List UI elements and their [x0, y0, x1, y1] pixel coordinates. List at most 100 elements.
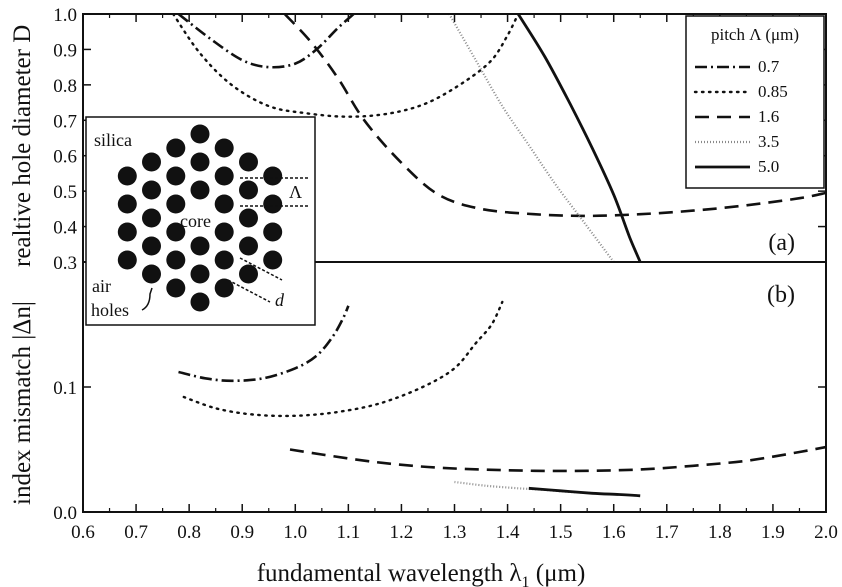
legend-label-1-6: 1.6: [758, 107, 779, 126]
legend-box: [685, 15, 825, 189]
panel-a-curve-pitch-3-5: [448, 14, 615, 262]
air-hole: [190, 180, 210, 200]
air-hole: [166, 222, 186, 242]
panel-a-curves: [172, 14, 826, 262]
panel-b-curve-pitch-5-0: [528, 486, 641, 498]
x-tick-label: 1.4: [496, 522, 520, 543]
y-tick-label-a: 0.4: [53, 218, 77, 239]
x-tick-label: 1.7: [655, 522, 679, 543]
legend: pitch Λ (μm) 0.7 0.85 1.6 3.5 5.0: [685, 15, 825, 189]
legend-label-5-0: 5.0: [758, 157, 779, 176]
air-holes-lattice: [117, 124, 283, 312]
air-hole: [239, 236, 258, 256]
legend-label-3-5: 3.5: [758, 132, 779, 151]
panel-b-curves: [178, 300, 826, 498]
air-hole: [142, 264, 161, 284]
inset-label-holes: holes: [91, 300, 129, 320]
panel-a-curve-pitch-5-0: [517, 14, 642, 262]
x-tick-label: 0.9: [230, 522, 254, 543]
panel-a-curve-pitch-1-6: [283, 14, 826, 218]
air-hole: [214, 250, 234, 270]
y-tick-label-a: 0.5: [53, 182, 77, 203]
x-tick-label: 1.5: [549, 522, 573, 543]
air-hole: [117, 166, 137, 186]
inset-label-core: core: [180, 211, 211, 231]
air-hole: [166, 166, 186, 186]
air-hole: [142, 236, 161, 256]
inset-box: [85, 116, 316, 326]
y-tick-label-b: 0.1: [53, 378, 77, 399]
y-tick-label-b: 0.0: [53, 503, 77, 524]
panel-b-curve-pitch-1-6: [289, 445, 826, 473]
air-hole: [214, 222, 234, 242]
air-hole: [214, 278, 234, 298]
panel-b-curve-pitch-0-85: [182, 300, 504, 418]
legend-label-0-85: 0.85: [758, 82, 788, 101]
air-hole: [166, 138, 186, 158]
inset-label-pitch: Λ: [289, 182, 302, 202]
air-hole: [117, 250, 137, 270]
x-tick-label: 1.6: [602, 522, 626, 543]
legend-title: pitch Λ (μm): [711, 25, 799, 44]
x-tick-label: 0.7: [124, 522, 148, 543]
air-hole: [142, 180, 161, 200]
air-holes-pointer: [141, 287, 153, 311]
air-hole: [166, 278, 186, 298]
x-tick-label: 2.0: [814, 522, 838, 543]
x-axis-title-subscript: 1: [522, 574, 530, 587]
y-axis-title-b: index mismatch |Δn|: [9, 301, 36, 505]
air-hole: [239, 152, 258, 172]
diameter-marker-line-lower: [227, 279, 271, 303]
y-tick-label-a: 0.8: [53, 76, 77, 97]
x-tick-label: 1.9: [761, 522, 785, 543]
y-axis-title-a: realtive hole diameter D: [9, 25, 36, 267]
air-hole: [117, 222, 137, 242]
legend-items: 0.7 0.85 1.6 3.5 5.0: [693, 57, 788, 176]
x-tick-label: 1.1: [336, 522, 360, 543]
air-hole: [142, 208, 161, 228]
air-hole: [117, 194, 137, 214]
air-hole: [190, 152, 210, 172]
air-hole: [263, 222, 283, 242]
air-hole: [263, 194, 283, 214]
x-axis-title-unit: (μm): [530, 560, 586, 587]
legend-label-0-7: 0.7: [758, 57, 780, 76]
air-hole: [166, 194, 186, 214]
air-hole: [166, 250, 186, 270]
y-tick-label-a: 0.3: [53, 253, 77, 274]
air-hole: [214, 138, 234, 158]
panel-label-b: (b): [767, 282, 795, 308]
air-hole: [239, 264, 258, 284]
air-hole: [214, 166, 234, 186]
y-tick-label-a: 0.9: [53, 40, 77, 61]
panel-a-curve-pitch-0-7: [177, 14, 355, 69]
inset-label-air: air: [92, 276, 111, 296]
inset-label-diameter: d: [275, 290, 285, 310]
x-axis-title: fundamental wavelength λ1 (μm): [257, 560, 586, 587]
air-hole: [190, 292, 210, 312]
y-tick-label-a: 0.6: [53, 147, 77, 168]
air-hole: [190, 264, 210, 284]
y-tick-label-a: 1.0: [53, 5, 77, 26]
air-hole: [142, 152, 161, 172]
air-hole: [263, 166, 283, 186]
x-tick-label: 1.8: [708, 522, 732, 543]
x-tick-label: 0.8: [177, 522, 201, 543]
air-hole: [239, 208, 258, 228]
inset-label-silica: silica: [94, 130, 132, 150]
air-hole: [190, 236, 210, 256]
x-tick-label: 1.3: [443, 522, 467, 543]
panel-a-curve-pitch-0-85: [172, 14, 520, 118]
air-hole: [239, 180, 258, 200]
x-tick-label: 0.6: [71, 522, 95, 543]
panel-b-curve-pitch-0-7: [178, 305, 350, 383]
air-hole: [263, 250, 283, 270]
air-hole: [214, 194, 234, 214]
panel-label-a: (a): [768, 230, 795, 256]
pcf-inset: silica core air holes Λ d: [85, 116, 316, 326]
diameter-marker-line-upper: [239, 257, 283, 281]
x-tick-label: 1.2: [390, 522, 414, 543]
air-hole: [190, 124, 210, 144]
y-tick-label-a: 0.7: [53, 111, 77, 132]
